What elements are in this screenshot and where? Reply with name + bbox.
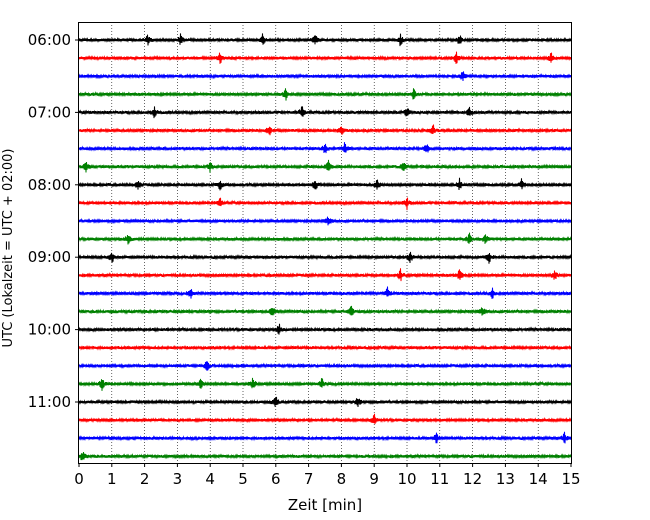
trace-1000 bbox=[78, 323, 572, 335]
x-axis-ticks: 0 1 2 3 4 5 6 7 8 9 10 11 12 13 14 15 bbox=[74, 463, 581, 488]
y-tick-label-1100: 11:00 bbox=[28, 393, 71, 411]
x-tick-label-8: 8 bbox=[337, 470, 347, 488]
trace-0645 bbox=[78, 88, 572, 101]
x-tick-label-2: 2 bbox=[140, 470, 150, 488]
x-tick-label-13: 13 bbox=[496, 470, 515, 488]
trace-1100 bbox=[78, 396, 572, 408]
trace-0815 bbox=[78, 197, 572, 211]
trace-0715 bbox=[78, 124, 572, 136]
y-tick-label-1000: 10:00 bbox=[28, 321, 71, 339]
y-tick-label-0700: 07:00 bbox=[28, 103, 71, 121]
trace-1145 bbox=[78, 452, 572, 461]
x-tick-label-11: 11 bbox=[430, 470, 449, 488]
trace-0630 bbox=[78, 71, 572, 81]
trace-1045 bbox=[78, 377, 572, 391]
trace-1015 bbox=[78, 344, 572, 352]
x-tick-label-14: 14 bbox=[529, 470, 548, 488]
plot-frame bbox=[78, 22, 572, 464]
trace-0600 bbox=[78, 33, 572, 47]
x-tick-label-7: 7 bbox=[304, 470, 314, 488]
y-tick-label-0900: 09:00 bbox=[28, 248, 71, 266]
y-axis-ticks: 06:00 07:00 08:00 09:00 10:00 11:00 bbox=[28, 31, 79, 411]
x-tick-label-3: 3 bbox=[173, 470, 183, 488]
x-axis-label: Zeit [min] bbox=[288, 496, 362, 514]
trace-0730 bbox=[78, 142, 572, 154]
x-tick-label-4: 4 bbox=[205, 470, 215, 488]
x-tick-label-9: 9 bbox=[369, 470, 379, 488]
trace-1115 bbox=[78, 413, 572, 425]
x-tick-label-6: 6 bbox=[271, 470, 281, 488]
y-axis-label: UTC (Lokalzeit = UTC + 02:00) bbox=[1, 149, 16, 348]
x-tick-label-5: 5 bbox=[238, 470, 248, 488]
trace-0800 bbox=[78, 177, 572, 191]
trace-0745 bbox=[78, 159, 572, 173]
trace-0845 bbox=[78, 232, 572, 245]
trace-0930 bbox=[78, 286, 572, 299]
x-tick-label-0: 0 bbox=[74, 470, 84, 488]
grid-lines bbox=[111, 22, 539, 463]
trace-0915 bbox=[78, 268, 572, 282]
y-tick-label-0800: 08:00 bbox=[28, 176, 71, 194]
seismic-traces bbox=[78, 33, 572, 461]
x-tick-label-15: 15 bbox=[561, 470, 580, 488]
x-tick-label-12: 12 bbox=[463, 470, 482, 488]
trace-0615 bbox=[78, 51, 572, 64]
trace-0700 bbox=[78, 106, 572, 119]
trace-0945 bbox=[78, 305, 572, 316]
x-tick-label-1: 1 bbox=[107, 470, 117, 488]
trace-1130 bbox=[78, 431, 572, 444]
x-tick-label-10: 10 bbox=[397, 470, 416, 488]
trace-0830 bbox=[78, 216, 572, 226]
trace-0900 bbox=[78, 251, 572, 264]
trace-1030 bbox=[78, 361, 572, 371]
y-tick-label-0600: 06:00 bbox=[28, 31, 71, 49]
